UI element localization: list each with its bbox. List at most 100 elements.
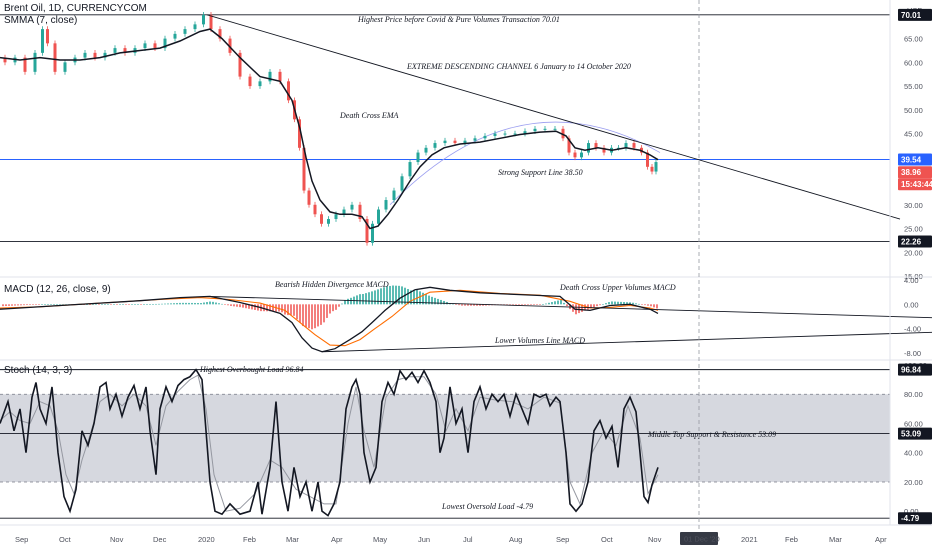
candle-body [41, 29, 44, 53]
macd-histogram-bar [236, 304, 238, 307]
macd-histogram-bar [476, 304, 478, 306]
macd-histogram-bar [110, 304, 112, 305]
macd-histogram-bar [335, 304, 337, 310]
price-badge [898, 235, 932, 248]
candle-body [103, 52, 107, 58]
candle-body [573, 152, 577, 158]
macd-histogram-bar [473, 304, 475, 306]
macd-histogram-bar [131, 304, 133, 305]
macd-histogram-bar [608, 302, 610, 305]
macd-histogram-bar [122, 304, 124, 305]
candle-body [3, 57, 7, 63]
candle-body [650, 166, 654, 172]
macd-histogram-bar [116, 304, 118, 305]
candle-body [342, 209, 346, 215]
x-axis-label: Feb [243, 535, 256, 544]
macd-histogram-bar [407, 289, 409, 305]
macd-histogram-bar [62, 304, 64, 305]
macd-histogram-bar [578, 304, 580, 314]
candle-body [587, 143, 590, 153]
candle-body [23, 57, 27, 72]
macd-histogram-bar [134, 304, 136, 305]
symbol-label: Brent Oil, 1D, CURRENCYCOM [4, 3, 147, 14]
macd-histogram-bar [233, 304, 235, 307]
candle-body [594, 143, 598, 148]
macd-histogram-bar [89, 304, 91, 305]
x-axis-label: Mar [829, 535, 842, 544]
macd-histogram-bar [269, 304, 271, 312]
candle-body [416, 152, 420, 163]
macd-histogram-bar [53, 304, 55, 305]
x-axis-label: Jul [463, 535, 473, 544]
price-badge-label: 39.54 [901, 155, 922, 164]
price-tick-label: 20.00 [904, 248, 923, 257]
annotation-highest-overbought: Highest Overbought Load 96.84 [199, 365, 304, 374]
macd-histogram-bar [242, 304, 244, 308]
macd-histogram-bar [467, 304, 469, 306]
macd-histogram-bar [188, 302, 190, 305]
macd-histogram-bar [167, 303, 169, 305]
crosshair-date-label: 01 Dec '20 [684, 535, 720, 544]
macd-histogram-bar [23, 304, 25, 306]
x-axis-label: Aug [509, 535, 522, 544]
candle-body [377, 209, 380, 224]
macd-histogram-bar [635, 303, 637, 305]
macd-histogram-bar [248, 304, 250, 309]
price-badge [898, 153, 932, 166]
macd-histogram-bar [227, 304, 229, 306]
macd-histogram-bar [209, 301, 211, 305]
x-axis-label: May [373, 535, 387, 544]
price-badge-label: 22.26 [901, 238, 922, 247]
stoch-badge-label: -4.79 [901, 514, 920, 523]
macd-histogram-bar [386, 286, 388, 305]
macd-histogram-bar [146, 304, 148, 305]
macd-histogram-bar [221, 303, 223, 305]
macd-histogram-bar [128, 304, 130, 305]
macd-histogram-bar [599, 304, 601, 306]
macd-histogram-bar [140, 304, 142, 305]
candle-body [523, 131, 527, 134]
candle-body [307, 190, 311, 205]
macd-histogram-bar [506, 304, 508, 305]
macd-histogram-bar [413, 289, 415, 305]
candle-body [173, 33, 177, 39]
macd-histogram-bar [194, 302, 196, 305]
macd-histogram-bar [206, 302, 208, 305]
macd-histogram-bar [641, 304, 643, 305]
candle-body [392, 190, 396, 201]
macd-histogram-bar [524, 304, 526, 305]
candle-body [602, 147, 606, 153]
macd-histogram-bar [311, 304, 313, 330]
stoch-tick-label: 40.00 [904, 449, 923, 458]
arc-curve [389, 121, 661, 206]
macd-histogram-bar [515, 304, 517, 305]
macd-histogram-bar [551, 302, 553, 305]
candle-body [553, 128, 557, 130]
x-axis-label: Mar [286, 535, 299, 544]
macd-histogram-bar [203, 302, 205, 305]
candle-body [493, 133, 497, 136]
macd-histogram-bar [98, 304, 100, 305]
macd-histogram-bar [305, 304, 307, 328]
macd-histogram-bar [482, 304, 484, 306]
candle-body [313, 204, 317, 215]
candle-body [278, 71, 282, 82]
stoch-tick-label: 0.00 [904, 507, 919, 516]
stoch-tick-label: 60.00 [904, 419, 923, 428]
macd-histogram-bar [605, 303, 607, 305]
macd-histogram-bar [617, 301, 619, 305]
smma-label: SMMA (7, close) [4, 15, 77, 26]
annotation-bearish-divergence: Bearish Hidden Divergence MACD [275, 280, 389, 289]
macd-histogram-bar [629, 302, 631, 305]
macd-histogram-bar [380, 288, 382, 305]
macd-histogram-bar [179, 302, 181, 305]
annotation-death-cross: Death Cross EMA [339, 111, 398, 120]
annotation-highest-price: Highest Price before Covid & Pure Volume… [357, 15, 560, 24]
macd-histogram-bar [455, 304, 457, 305]
macd-histogram-bar [350, 297, 352, 305]
x-axis-label: 2020 [198, 535, 215, 544]
macd-histogram-bar [338, 304, 340, 307]
annotation-support-line: Strong Support Line 38.50 [498, 168, 583, 177]
candle-body [202, 14, 205, 25]
